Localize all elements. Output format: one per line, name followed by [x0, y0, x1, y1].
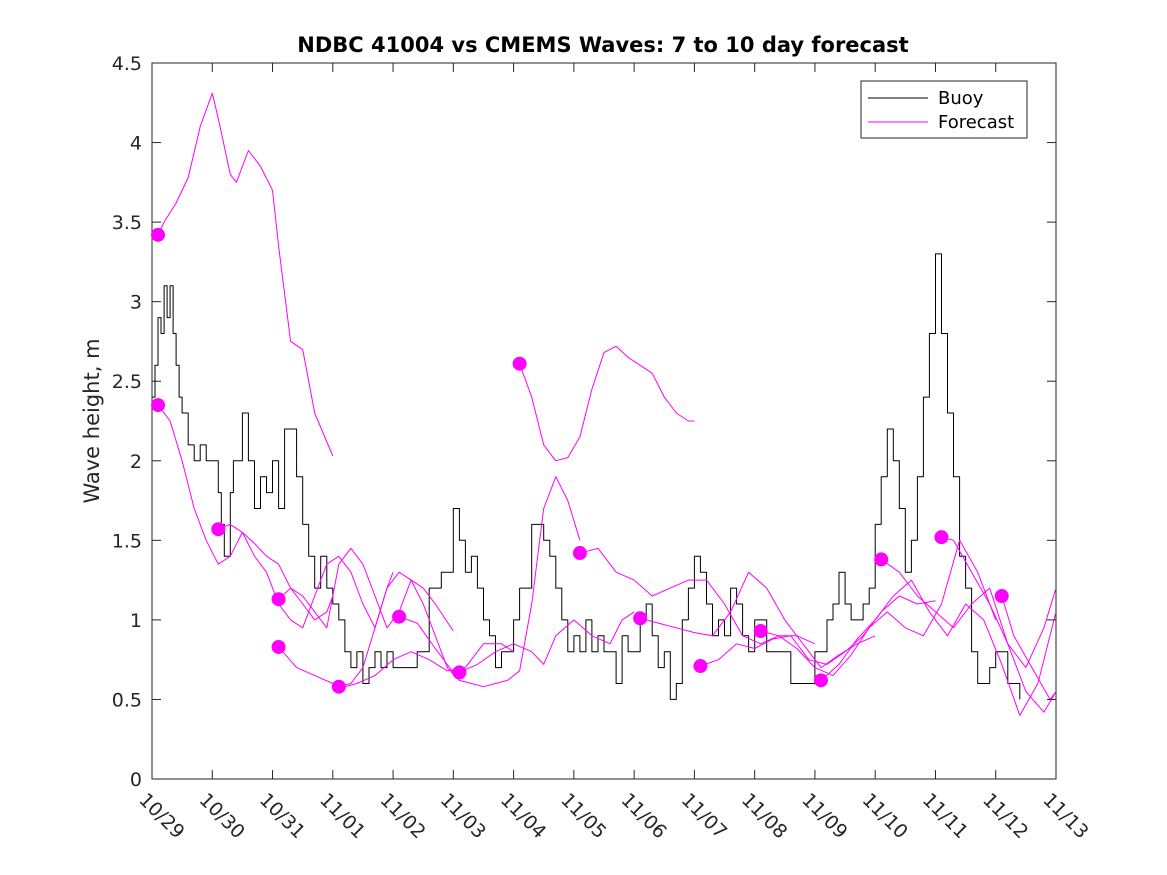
forecast-start-marker	[151, 227, 166, 242]
x-tick-label: 10/29	[134, 789, 188, 843]
x-tick-label: 11/08	[737, 789, 791, 843]
forecast-series-line-6	[338, 476, 581, 688]
legend-box	[860, 80, 1028, 139]
x-tick-label: 11/10	[858, 789, 912, 843]
forecast-start-marker	[994, 589, 1009, 604]
x-tick-label: 11/05	[556, 789, 610, 843]
forecast-start-marker	[753, 624, 768, 639]
y-tick-label: 4	[130, 133, 142, 155]
series-layer	[152, 92, 1056, 716]
x-tick-label: 11/04	[496, 789, 550, 843]
x-tick-label: 11/12	[978, 789, 1032, 843]
y-axis: 0 0.5 1 1.5 2 2.5 3 3.5 4 4.5	[112, 53, 1056, 791]
forecast-start-marker	[874, 552, 889, 567]
forecast-series-line-5	[278, 643, 514, 688]
y-tick-label: 1	[130, 610, 142, 632]
forecast-start-marker	[151, 398, 166, 413]
forecast-series-line-11	[700, 595, 936, 667]
forecast-start-marker	[512, 356, 527, 371]
forecast-series-line-15	[941, 536, 1056, 669]
forecast-start-marker	[633, 611, 648, 626]
x-tick-label: 11/09	[797, 789, 851, 843]
forecast-start-marker	[572, 546, 587, 561]
forecast-series-line-12	[760, 539, 997, 677]
forecast-start-marker	[392, 609, 407, 624]
forecast-start-marker	[693, 659, 708, 674]
forecast-start-marker	[211, 522, 226, 537]
forecast-series-line-16	[1001, 595, 1056, 700]
forecast-series-line-3	[218, 523, 394, 629]
forecast-series-line-8	[519, 345, 695, 462]
plot-area	[151, 62, 1057, 780]
buoy-series-line	[152, 253, 1021, 700]
forecast-series-line-13	[820, 579, 1056, 716]
x-tick-label: 11/02	[376, 789, 430, 843]
chart-title: NDBC 41004 vs CMEMS Waves: 7 to 10 day f…	[297, 33, 908, 57]
legend: Buoy Forecast	[860, 80, 1028, 139]
y-tick-label: 3.5	[112, 212, 142, 234]
forecast-series-line-7	[398, 611, 635, 673]
y-tick-label: 0.5	[112, 689, 142, 711]
forecast-start-marker	[452, 665, 467, 680]
marker-layer	[151, 227, 1009, 694]
x-tick-label: 11/01	[315, 789, 369, 843]
forecast-series-line-9	[579, 547, 816, 645]
forecast-series-line-14	[880, 558, 1056, 713]
legend-label-forecast: Forecast	[938, 112, 1014, 133]
x-tick-label: 11/07	[677, 789, 731, 843]
forecast-start-marker	[934, 530, 949, 545]
y-tick-label: 3	[130, 292, 142, 314]
y-tick-label: 0	[130, 769, 142, 791]
forecast-start-marker	[813, 673, 828, 688]
forecast-series-line-4	[278, 547, 454, 632]
x-tick-label: 10/31	[255, 789, 309, 843]
y-tick-label: 4.5	[112, 53, 142, 75]
y-tick-label: 1.5	[112, 530, 142, 552]
x-tick-label: 10/30	[195, 789, 249, 843]
y-tick-label: 2	[130, 451, 142, 473]
forecast-series-line-1	[157, 92, 334, 457]
legend-label-buoy: Buoy	[938, 88, 984, 109]
x-tick-label: 11/03	[436, 789, 490, 843]
forecast-start-marker	[271, 592, 286, 607]
forecast-start-marker	[331, 679, 346, 694]
y-tick-label: 2.5	[112, 371, 142, 393]
x-tick-label: 11/11	[918, 789, 972, 843]
x-tick-label: 11/13	[1038, 789, 1092, 843]
y-axis-label: Wave height, m	[80, 338, 104, 503]
x-tick-label: 11/06	[617, 789, 671, 843]
forecast-series-line-10	[640, 571, 876, 669]
forecast-start-marker	[271, 639, 286, 654]
